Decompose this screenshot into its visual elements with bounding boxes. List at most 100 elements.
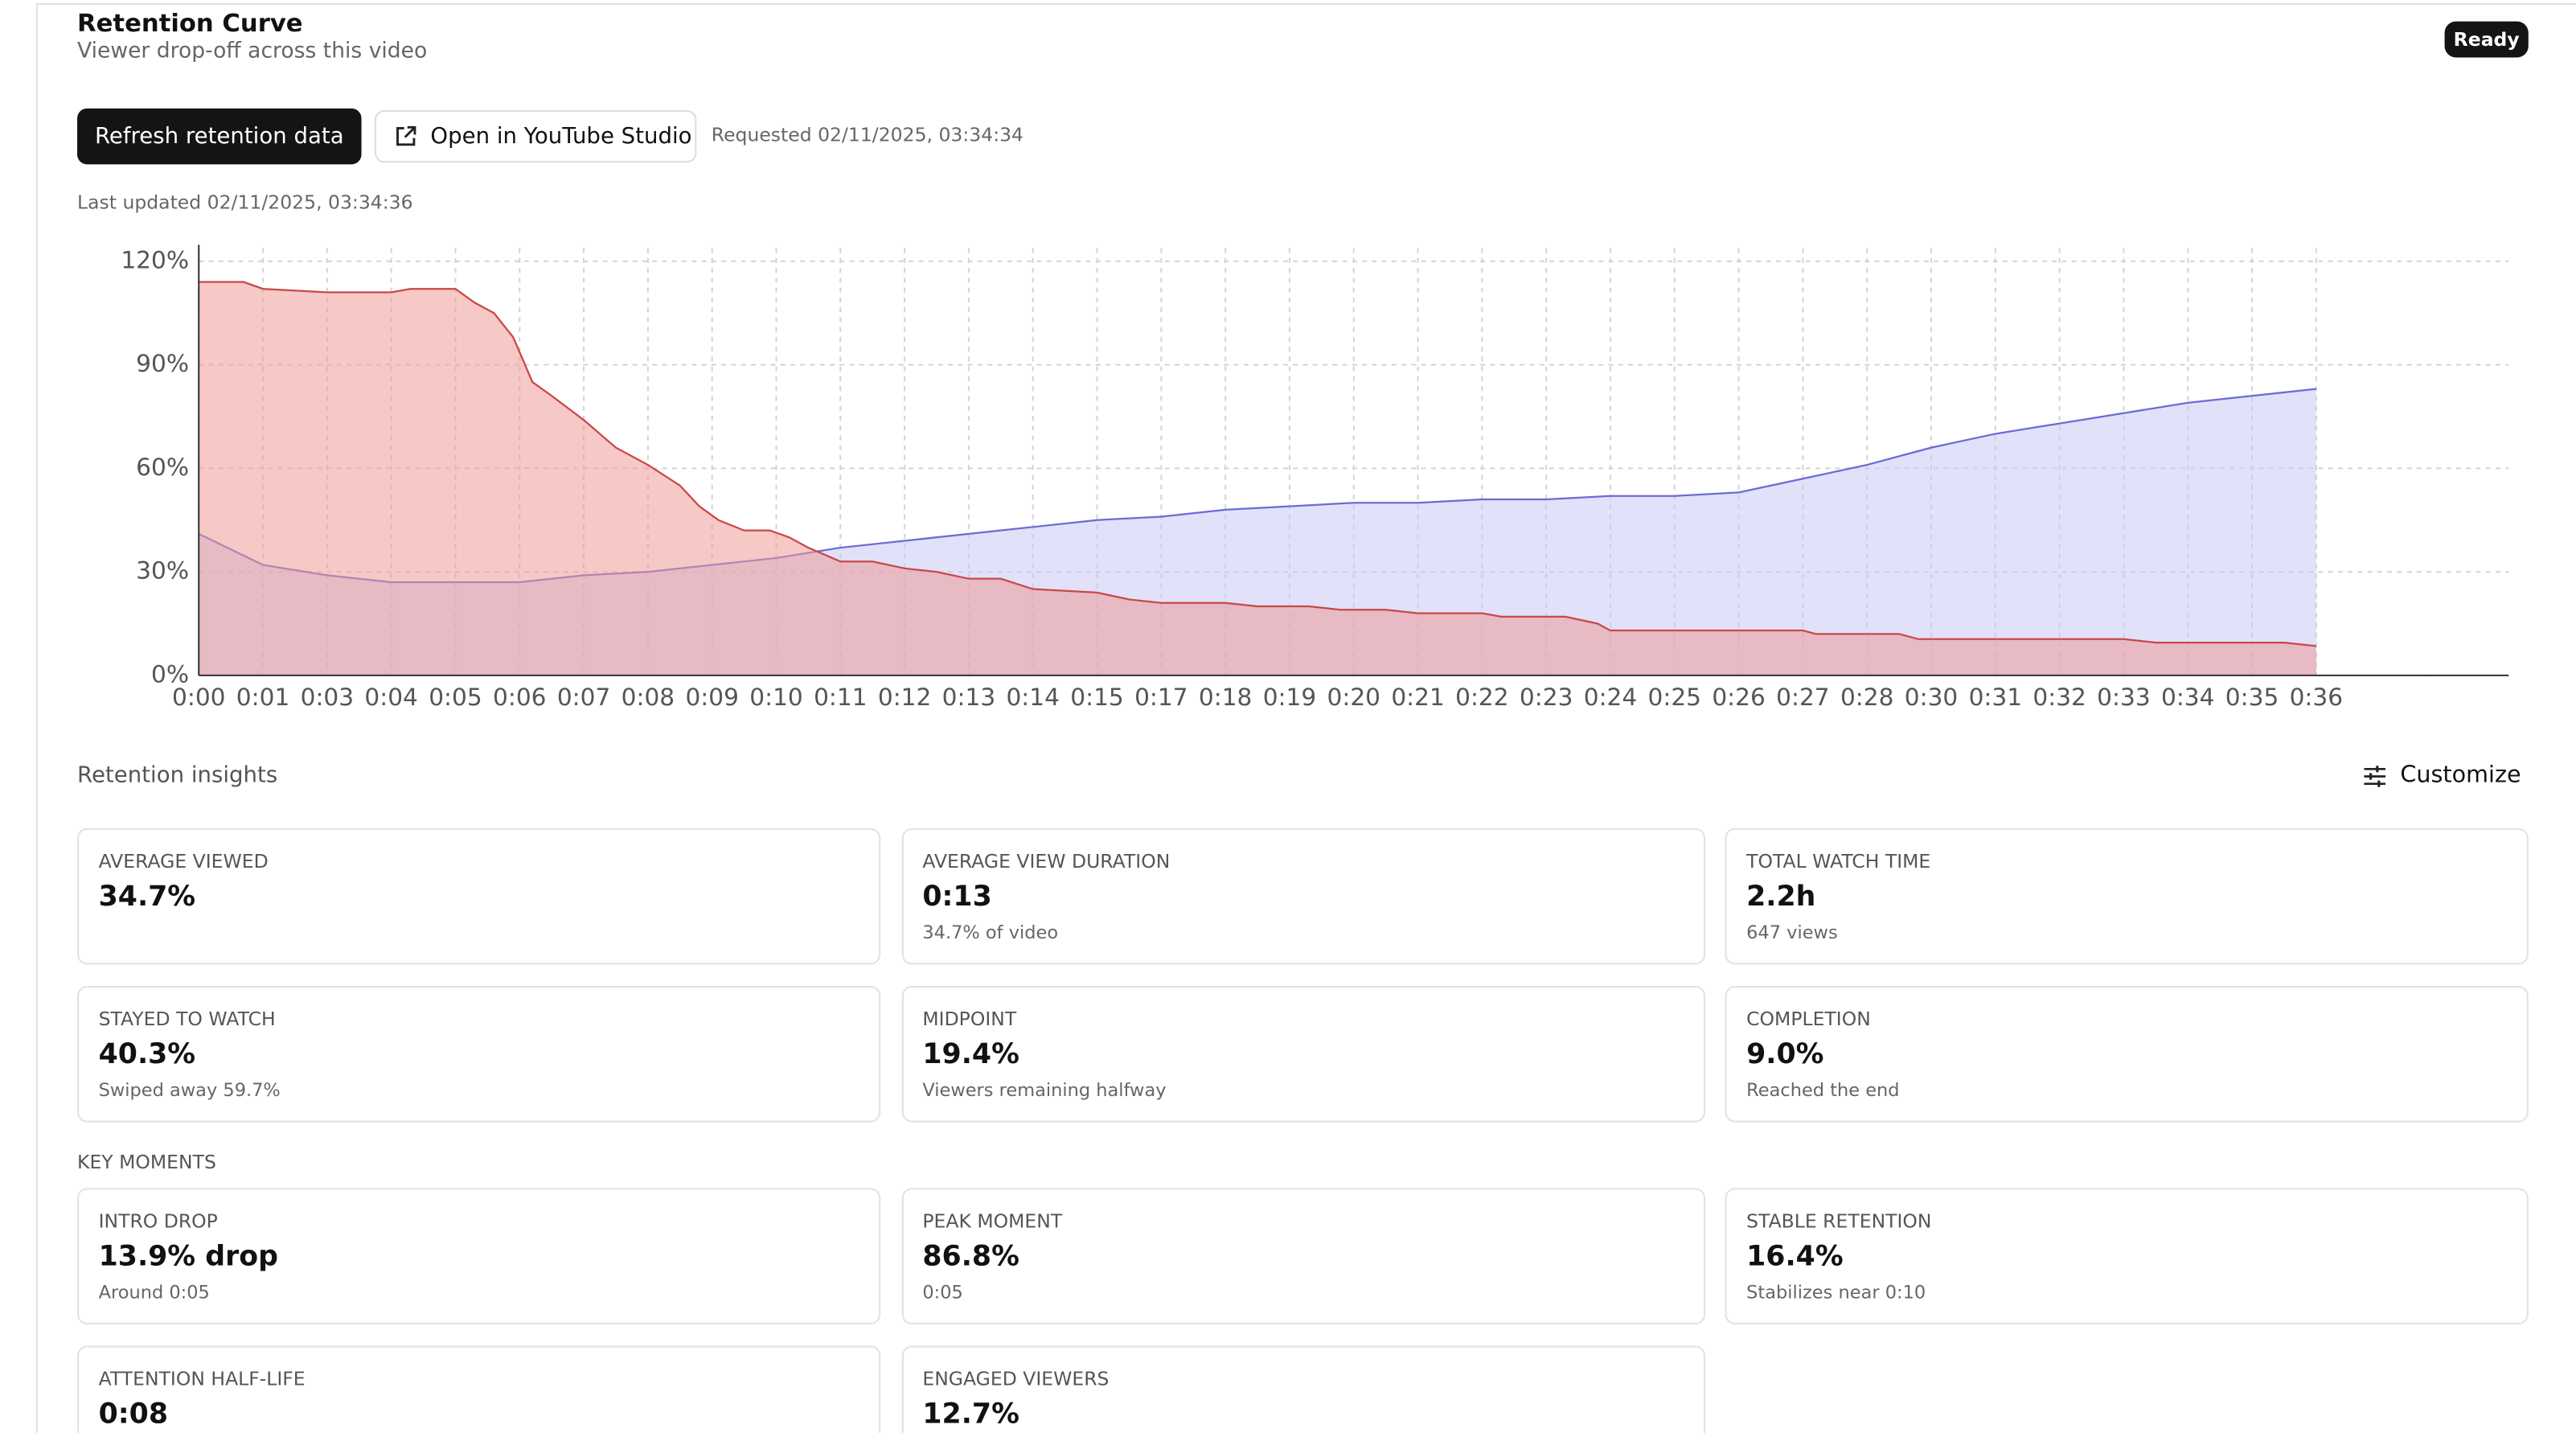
x-tick-label: 0:24 <box>1584 684 1638 711</box>
y-tick-label: 120% <box>121 246 189 273</box>
x-tick-label: 0:34 <box>2161 684 2215 711</box>
x-tick-label: 0:13 <box>942 684 996 711</box>
x-tick-label: 0:06 <box>493 684 547 711</box>
insights-title: Retention insights <box>77 762 278 789</box>
x-tick-label: 0:35 <box>2225 684 2279 711</box>
x-tick-label: 0:04 <box>364 684 418 711</box>
x-tick-label: 0:09 <box>685 684 739 711</box>
metric-card: STAYED TO WATCH 40.3% Swiped away 59.7% <box>77 986 881 1123</box>
metric-card: COMPLETION 9.0% Reached the end <box>1725 986 2529 1123</box>
x-tick-label: 0:10 <box>749 684 803 711</box>
y-tick-label: 30% <box>136 557 189 585</box>
x-tick-label: 0:15 <box>1070 684 1124 711</box>
panel-subtitle: Viewer drop-off across this video <box>77 39 428 64</box>
card-value: 0:08 <box>98 1398 169 1431</box>
card-sub: 34.7% of video <box>922 922 1059 943</box>
card-sub: Swiped away 59.7% <box>98 1079 281 1102</box>
card-label: INTRO DROP <box>98 1209 218 1233</box>
card-sub: Reached the end <box>1746 1079 1900 1102</box>
card-sub: 0:05 <box>922 1281 963 1304</box>
card-value: 40.3% <box>98 1038 196 1072</box>
metric-card: ATTENTION HALF-LIFE 0:08 <box>77 1345 881 1433</box>
external-link-icon <box>396 125 416 146</box>
card-label: MIDPOINT <box>922 1007 1017 1031</box>
x-tick-label: 0:17 <box>1134 684 1188 711</box>
x-tick-label: 0:08 <box>621 684 675 711</box>
x-tick-label: 0:00 <box>172 684 226 711</box>
card-label: STABLE RETENTION <box>1746 1209 1932 1233</box>
key-moments-title: KEY MOMENTS <box>77 1150 216 1173</box>
metric-card: PEAK MOMENT 86.8% 0:05 <box>900 1188 1705 1324</box>
card-value: 86.8% <box>922 1240 1019 1274</box>
open-studio-button[interactable]: Open in YouTube Studio <box>374 109 697 163</box>
card-value: 19.4% <box>922 1038 1019 1072</box>
sliders-icon <box>2364 766 2386 787</box>
card-sub: Around 0:05 <box>98 1281 210 1304</box>
x-tick-label: 0:07 <box>557 684 611 711</box>
x-tick-label: 0:22 <box>1455 684 1509 711</box>
y-tick-label: 60% <box>136 454 189 481</box>
card-sub: 647 views <box>1746 922 1838 943</box>
card-value: 9.0% <box>1746 1038 1824 1072</box>
button-label: Open in YouTube Studio <box>430 123 692 150</box>
card-sub: Stabilizes near 0:10 <box>1746 1281 1926 1304</box>
x-tick-label: 0:19 <box>1263 684 1317 711</box>
button-label: Customize <box>2400 762 2521 789</box>
series-area <box>199 281 2316 675</box>
requested-time: Requested 02/11/2025, 03:34:34 <box>711 123 1024 146</box>
x-tick-label: 0:11 <box>814 684 868 711</box>
card-value: 13.9% drop <box>98 1240 278 1274</box>
last-updated: Last updated 02/11/2025, 03:34:36 <box>77 191 413 214</box>
metric-card: MIDPOINT 19.4% Viewers remaining halfway <box>900 986 1705 1123</box>
x-tick-label: 0:20 <box>1327 684 1381 711</box>
metric-card: AVERAGE VIEWED 34.7% <box>77 827 881 965</box>
card-value: 12.7% <box>922 1398 1019 1431</box>
x-tick-label: 0:05 <box>429 684 482 711</box>
card-value: 34.7% <box>98 881 196 914</box>
x-tick-label: 0:23 <box>1520 684 1573 711</box>
card-label: COMPLETION <box>1746 1007 1871 1031</box>
card-label: PEAK MOMENT <box>922 1209 1063 1233</box>
x-tick-label: 0:01 <box>236 684 290 711</box>
card-label: STAYED TO WATCH <box>98 1007 276 1031</box>
refresh-button[interactable]: Refresh retention data <box>77 108 362 165</box>
metric-card: STABLE RETENTION 16.4% Stabilizes near 0:1… <box>1725 1188 2529 1324</box>
card-label: ENGAGED VIEWERS <box>922 1367 1110 1390</box>
card-value: 0:13 <box>922 881 992 914</box>
metric-card: ENGAGED VIEWERS 12.7% <box>900 1345 1705 1433</box>
status-badge: Ready <box>2444 21 2529 58</box>
x-tick-label: 0:27 <box>1776 684 1830 711</box>
x-tick-label: 0:28 <box>1840 684 1894 711</box>
panel-title: Retention Curve <box>77 8 303 38</box>
card-label: TOTAL WATCH TIME <box>1746 849 1931 873</box>
x-tick-label: 0:36 <box>2290 684 2344 711</box>
y-tick-label: 90% <box>136 350 189 377</box>
retention-chart: 0% 30% 60% 90% 120% 0:00 0:01 0:03 0:04 0:05 0:06 0… <box>121 244 2509 711</box>
metric-card: TOTAL WATCH TIME 2.2h 647 views <box>1725 827 2529 965</box>
x-tick-label: 0:30 <box>1905 684 1959 711</box>
x-tick-label: 0:26 <box>1712 684 1766 711</box>
card-sub: Viewers remaining halfway <box>922 1079 1167 1102</box>
x-tick-label: 0:03 <box>301 684 354 711</box>
x-tick-label: 0:25 <box>1648 684 1702 711</box>
customize-button[interactable]: Customize <box>2362 762 2521 789</box>
panel-border <box>35 3 38 1433</box>
card-value: 16.4% <box>1746 1240 1844 1274</box>
series-line <box>199 281 2316 647</box>
x-tick-label: 0:18 <box>1199 684 1253 711</box>
card-label: AVERAGE VIEW DURATION <box>922 849 1171 873</box>
y-tick-label: 0% <box>151 660 189 688</box>
x-tick-label: 0:32 <box>2032 684 2086 711</box>
card-label: ATTENTION HALF-LIFE <box>98 1367 306 1390</box>
x-tick-label: 0:14 <box>1006 684 1060 711</box>
metric-card: AVERAGE VIEW DURATION 0:13 34.7% of video <box>900 827 1705 965</box>
card-label: AVERAGE VIEWED <box>98 849 269 873</box>
card-value: 2.2h <box>1746 881 1816 914</box>
x-tick-label: 0:12 <box>878 684 932 711</box>
x-tick-label: 0:31 <box>1969 684 2023 711</box>
x-tick-label: 0:33 <box>2097 684 2151 711</box>
metric-card: INTRO DROP 13.9% drop Around 0:05 <box>77 1188 881 1324</box>
x-tick-label: 0:21 <box>1391 684 1445 711</box>
